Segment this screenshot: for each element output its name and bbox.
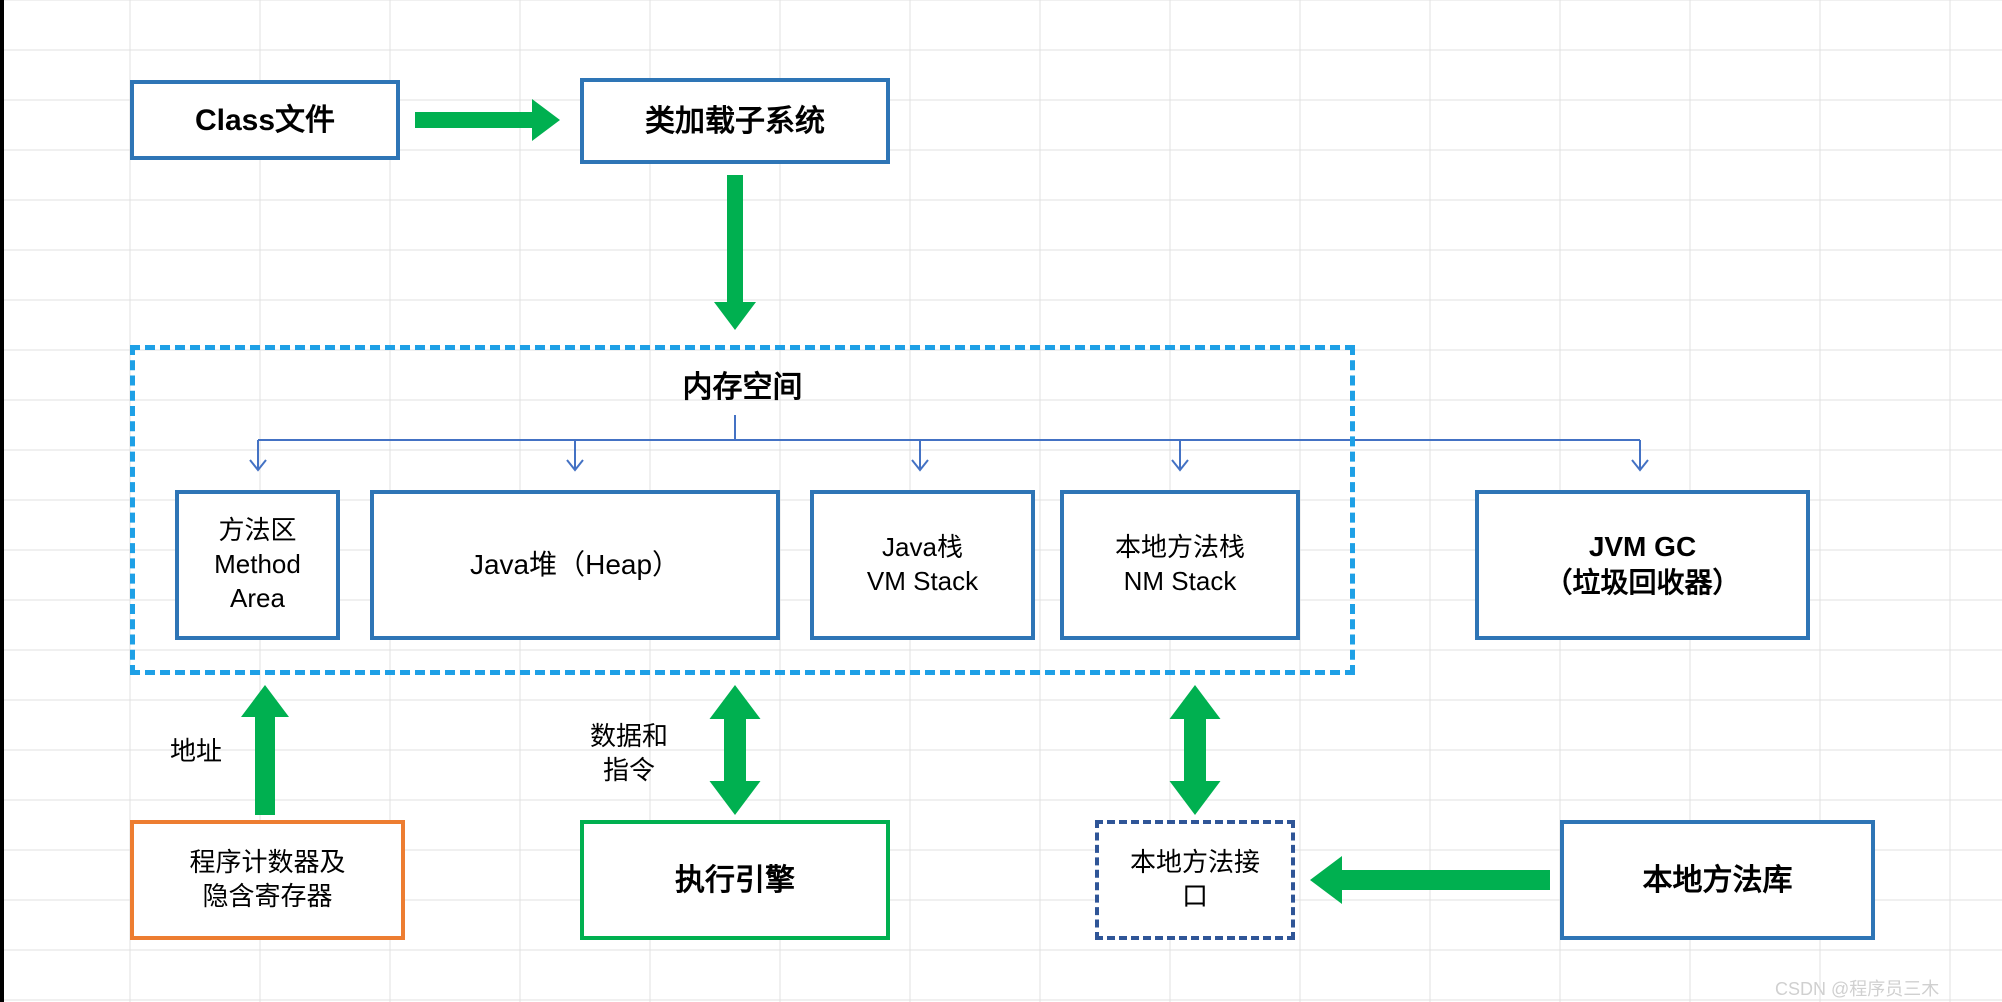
label-address: 地址 [170, 735, 222, 769]
class-loader-box: 类加载子系统 [580, 78, 890, 164]
watermark: CSDN @程序员三木 [1775, 975, 1939, 1001]
java-heap-box: Java堆（Heap） [370, 490, 780, 640]
memory-container-title: 内存空间 [135, 368, 1350, 407]
label-data-instr: 数据和 指令 [590, 720, 668, 788]
exec-engine-box: 执行引擎 [580, 820, 890, 940]
class-file-box: Class文件 [130, 80, 400, 160]
native-stack-box: 本地方法栈 NM Stack [1060, 490, 1300, 640]
native-lib-box: 本地方法库 [1560, 820, 1875, 940]
native-iface-box: 本地方法接 口 [1095, 820, 1295, 940]
jvm-gc-box: JVM GC （垃圾回收器） [1475, 490, 1810, 640]
java-stack-box: Java栈 VM Stack [810, 490, 1035, 640]
method-area-box: 方法区 Method Area [175, 490, 340, 640]
pc-register-box: 程序计数器及 隐含寄存器 [130, 820, 405, 940]
